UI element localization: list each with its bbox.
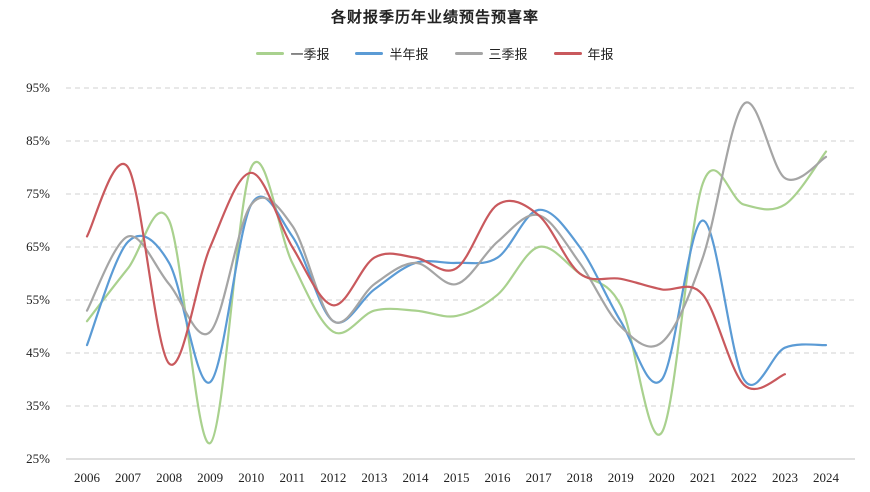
x-tick-label: 2012 [320,470,346,485]
x-tick-label: 2018 [567,470,593,485]
legend-item-q3: 三季报 [454,44,528,63]
legend-label-h1: 半年报 [389,48,429,63]
x-tick-label: 2024 [813,470,840,485]
legend-label-annual: 年报 [587,48,614,63]
x-tick-label: 2014 [402,470,429,485]
y-tick-label: 95% [26,80,50,95]
x-tick-label: 2007 [115,470,142,485]
legend-item-annual: 年报 [553,44,614,63]
legend-item-q1: 一季报 [256,44,329,63]
x-tick-label: 2016 [485,470,512,485]
legend: 一季报 半年报 三季报 年报 [0,44,870,63]
x-tick-label: 2013 [361,470,387,485]
legend-item-h1: 半年报 [355,44,429,63]
x-tick-label: 2008 [156,470,182,485]
y-tick-label: 55% [26,292,50,307]
y-tick-label: 35% [26,398,50,413]
legend-swatch-annual [553,52,582,55]
x-tick-label: 2019 [608,470,634,485]
legend-label-q3: 三季报 [488,48,528,63]
x-tick-label: 2020 [649,470,675,485]
legend-swatch-h1 [355,52,384,55]
legend-swatch-q3 [454,52,483,55]
series-line-q1 [85,150,828,445]
x-tick-label: 2023 [772,470,798,485]
y-tick-label: 45% [26,345,50,360]
x-tick-label: 2022 [731,470,757,485]
series-line-h1 [85,195,828,386]
y-tick-label: 85% [26,133,50,148]
chart-title: 各财报季历年业绩预告预喜率 [330,8,539,26]
legend-label-q1: 一季报 [290,48,330,63]
legend-swatch-q1 [256,52,285,55]
x-tick-label: 2006 [74,470,101,485]
y-tick-label: 25% [26,451,50,466]
series-line-q3 [85,101,828,348]
y-tick-label: 75% [26,186,50,201]
series-line-annual [85,162,786,391]
x-tick-label: 2009 [197,470,223,485]
x-tick-label: 2015 [444,470,470,485]
y-tick-label: 65% [26,239,50,254]
x-tick-label: 2021 [690,470,716,485]
x-tick-label: 2010 [238,470,264,485]
x-tick-label: 2011 [280,470,306,485]
x-tick-label: 2017 [526,470,553,485]
